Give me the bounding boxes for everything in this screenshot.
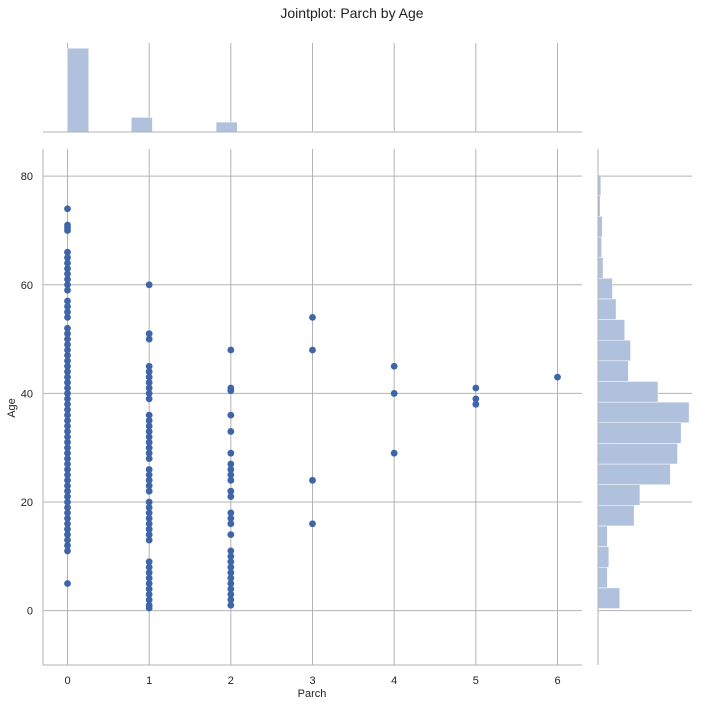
scatter-point (227, 531, 234, 538)
marginal-y-bar (598, 402, 689, 423)
scatter-point (391, 450, 398, 457)
scatter-point (146, 558, 153, 565)
scatter-point (227, 428, 234, 435)
scatter-point (146, 466, 153, 473)
marginal-x-bar (131, 117, 152, 132)
marginal-y-bar (598, 361, 628, 382)
marginal-x-bar (216, 122, 237, 132)
scatter-point (146, 363, 153, 370)
scatter-point (227, 412, 234, 419)
scatter-point (227, 347, 234, 354)
grid-lines (43, 43, 692, 665)
x-tick-label: 6 (554, 675, 560, 687)
marginal-y-bar (598, 278, 612, 299)
axis-spines (43, 132, 598, 665)
marginal-y-bar (598, 567, 607, 588)
scatter-point (227, 488, 234, 495)
marginal-x-bar (68, 48, 89, 132)
y-tick-label: 60 (21, 280, 33, 292)
scatter-point (554, 374, 561, 381)
scatter-point (146, 499, 153, 506)
scatter-point (64, 249, 71, 256)
marginal-y-bar (598, 423, 681, 444)
scatter-point (227, 450, 234, 457)
scatter-point (146, 330, 153, 337)
x-axis-label: Parch (298, 688, 327, 700)
y-tick-label: 20 (21, 497, 33, 509)
scatter-point (227, 548, 234, 555)
marginal-y-bar (598, 505, 634, 526)
scatter-point (227, 510, 234, 517)
marginal-y-bar (598, 526, 607, 547)
scatter-point (472, 385, 479, 392)
marginal-y-bar (598, 485, 640, 506)
marginal-y-bar (598, 547, 609, 568)
x-tick-label: 0 (64, 675, 70, 687)
scatter-point (309, 520, 316, 527)
marginal-y-bar (598, 588, 620, 609)
marginal-y-bar (598, 443, 678, 464)
scatter-point (391, 363, 398, 370)
scatter-point (309, 314, 316, 321)
scatter-point (309, 347, 316, 354)
scatter-point (64, 205, 71, 212)
marginal-y-bar (598, 237, 602, 258)
scatter-point (227, 385, 234, 392)
marginal-y-bar (598, 320, 625, 341)
marginal-y-bar (598, 464, 670, 485)
marginal-y-bar (598, 216, 602, 237)
scatter-point (146, 281, 153, 288)
scatter-point (472, 395, 479, 402)
scatter-point (64, 325, 71, 332)
marginal-y-bar (598, 340, 631, 361)
scatter-point (146, 412, 153, 419)
x-tick-label: 2 (228, 675, 234, 687)
marginal-y-bar (598, 381, 658, 402)
y-tick-label: 0 (27, 606, 33, 618)
chart-title: Jointplot: Parch by Age (280, 5, 423, 21)
x-tick-label: 5 (473, 675, 479, 687)
marginal-y-histogram (598, 175, 689, 608)
scatter-point (64, 298, 71, 305)
scatter-point (64, 580, 71, 587)
y-axis-label: Age (6, 398, 18, 418)
y-tick-label: 80 (21, 171, 33, 183)
x-tick-label: 4 (391, 675, 397, 687)
y-tick-label: 40 (21, 388, 33, 400)
scatter-point (391, 390, 398, 397)
scatter-point (309, 477, 316, 484)
x-tick-label: 1 (146, 675, 152, 687)
marginal-y-bar (598, 258, 603, 279)
x-tick-label: 3 (309, 675, 315, 687)
marginal-y-bar (598, 299, 616, 320)
scatter-point (227, 461, 234, 468)
marginal-x-histogram (68, 48, 578, 132)
scatter-point (64, 222, 71, 229)
